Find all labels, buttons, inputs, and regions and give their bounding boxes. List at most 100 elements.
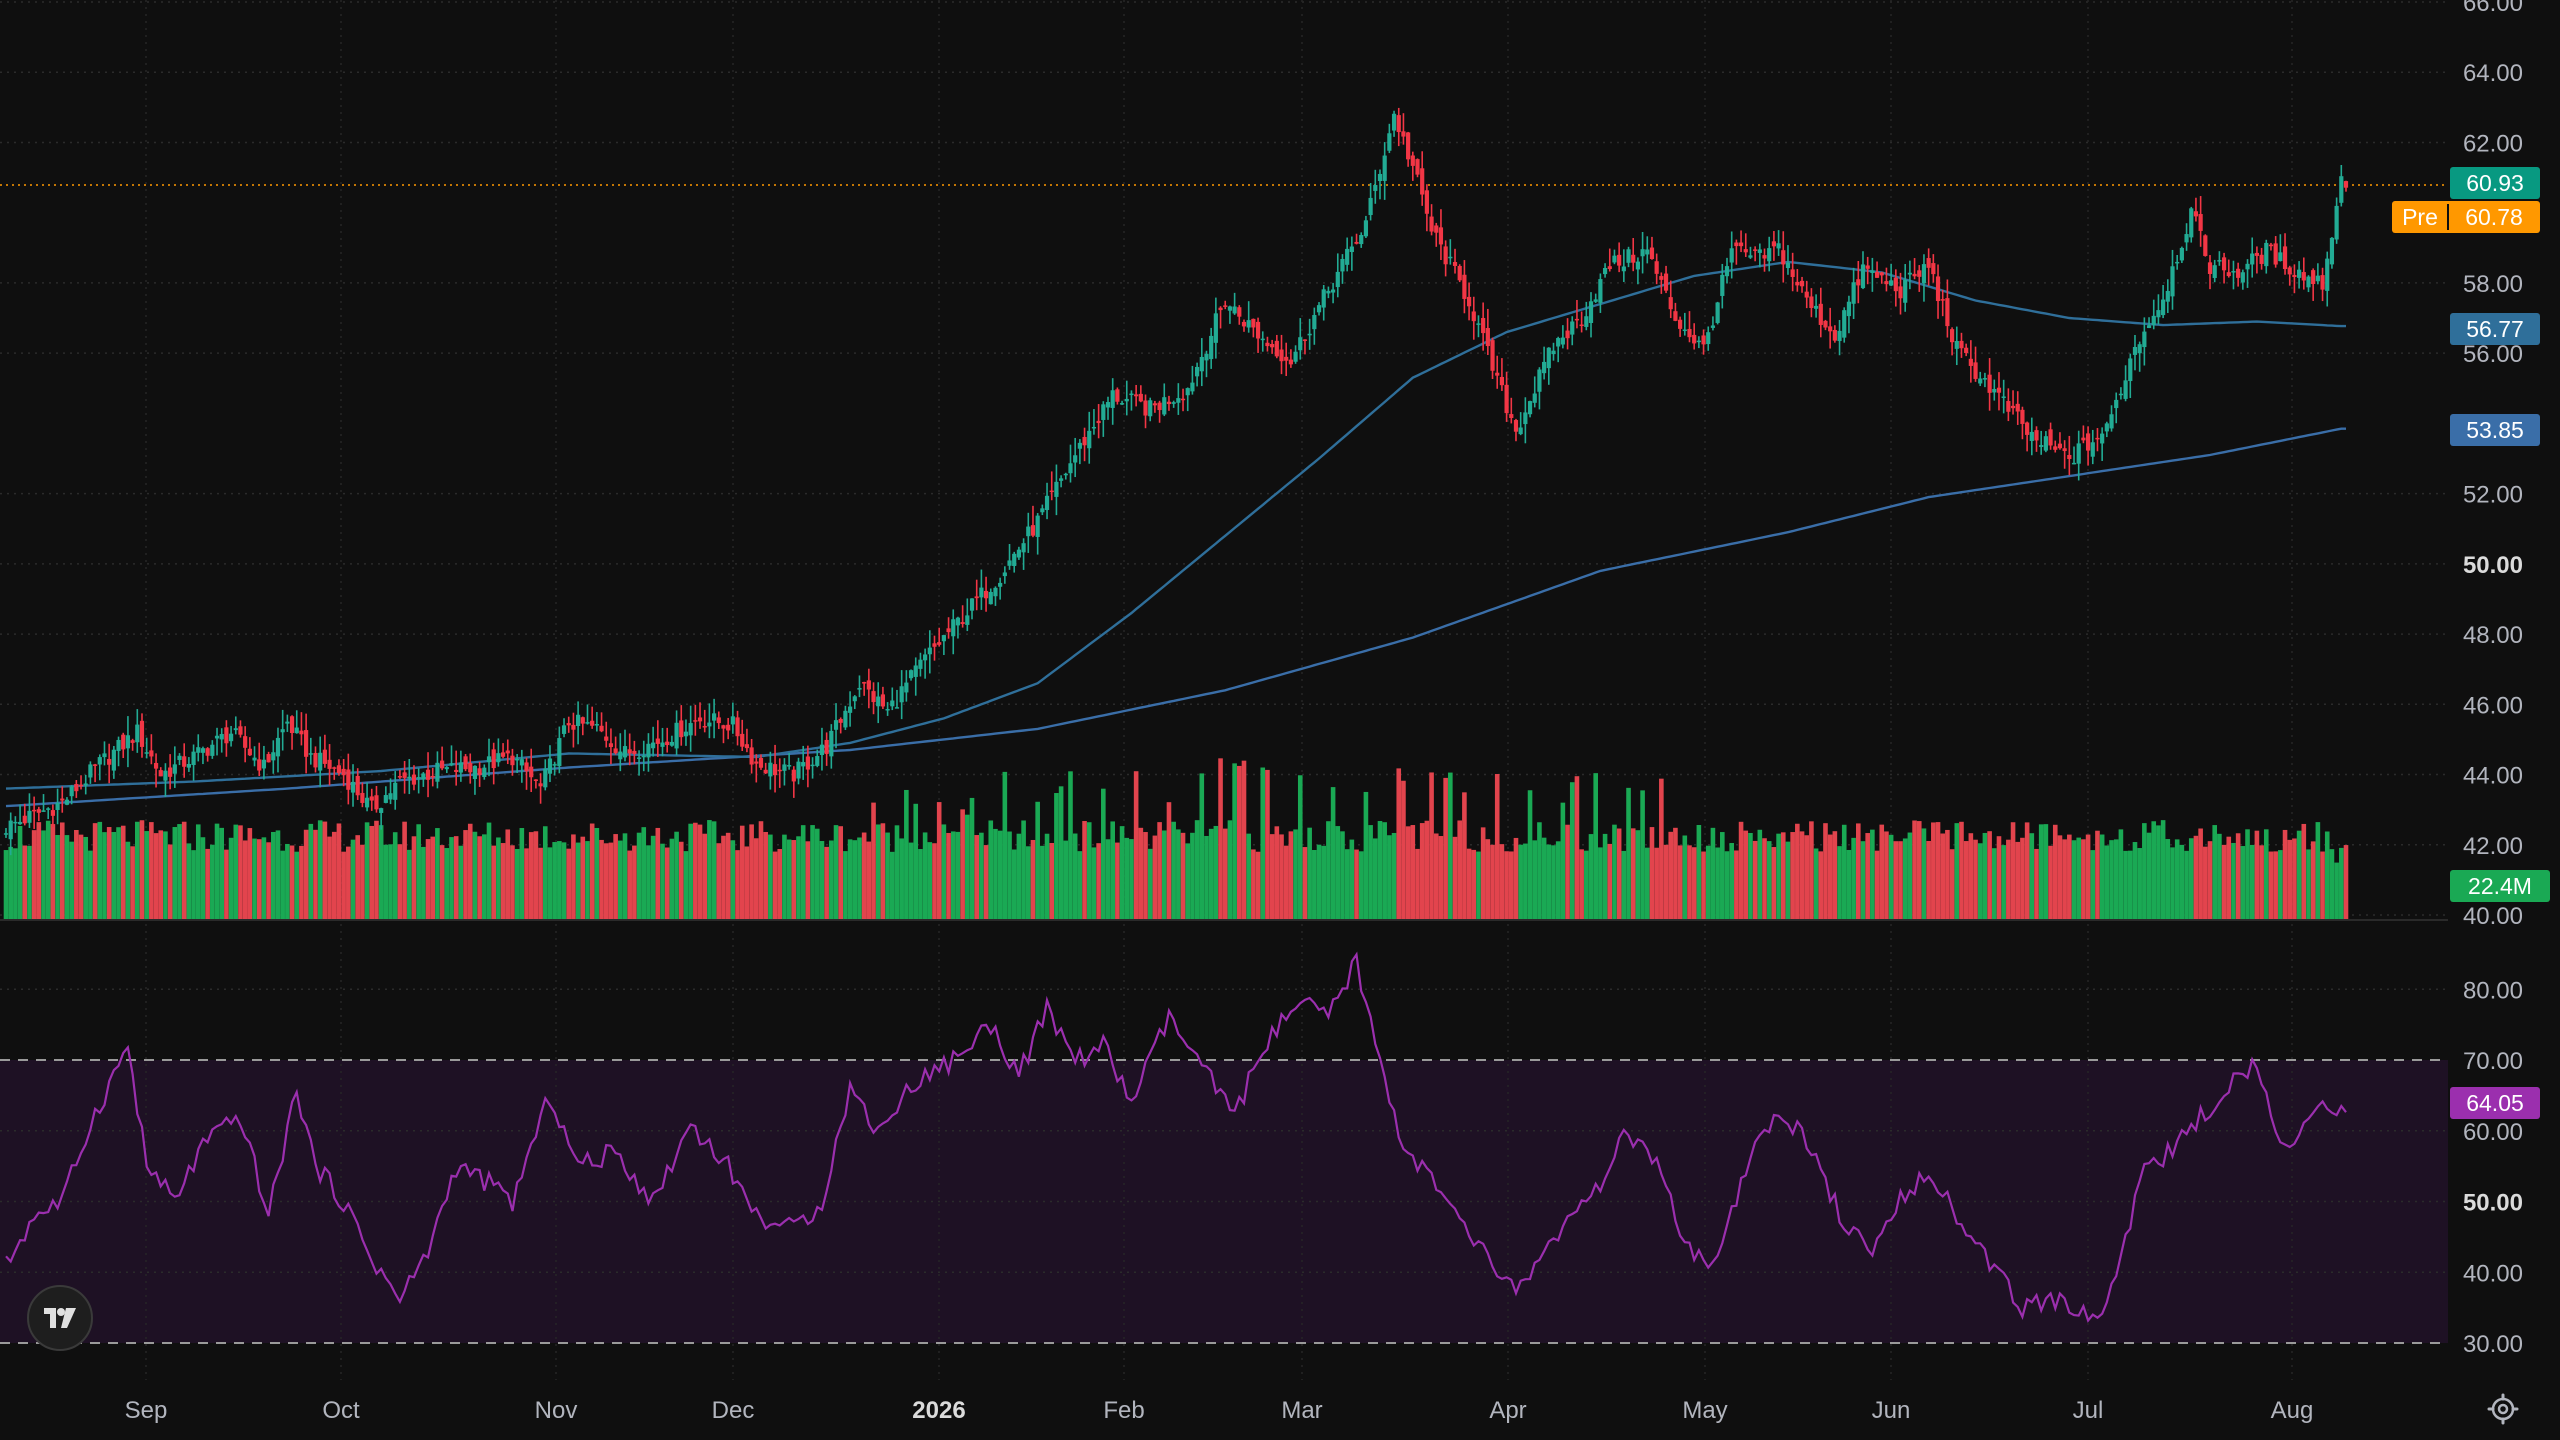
ma-fast-badge-text: 56.77 [2466,316,2524,342]
volume-bar [1438,836,1444,920]
candle-body [1593,299,1598,302]
volume-bar [435,828,440,920]
rsi-badge [2450,1087,2540,1119]
volume-bar [369,825,375,920]
candle-body [1626,249,1631,263]
pre-market-badge [2392,201,2540,233]
volume-bar [1710,827,1716,920]
candle-body [1598,279,1603,303]
candle-body [2268,244,2274,247]
candle-body [2161,299,2166,316]
candle-body [158,770,163,777]
volume-bar [270,831,276,920]
volume-bar [1011,849,1017,920]
candle-body [2343,181,2349,188]
volume-bar [1180,832,1186,920]
volume-bar [1274,826,1280,920]
volume-bar [172,827,178,920]
candle-body [1148,400,1153,417]
volume-bar [674,831,679,920]
volume-bar [1823,823,1828,920]
candle-body [960,622,965,625]
volume-bar [1987,831,1992,920]
candle-body [1279,349,1284,362]
candle-body [1185,388,1190,396]
volume-bar [1452,836,1458,920]
candle-body [899,686,904,703]
candle-body [904,682,909,693]
candle-body [97,757,102,765]
candle-body [2179,247,2184,261]
candle-body [768,762,773,777]
volume-bar [2001,845,2006,920]
volume-bar [500,843,506,920]
candle-body [50,810,55,816]
volume-bar [833,825,839,920]
rsi-tick-label: 70.00 [2463,1048,2523,1075]
rsi-badge-text: 64.05 [2466,1090,2524,1116]
volume-bar [1143,832,1148,920]
volume-bar [561,842,567,920]
candle-body [1077,442,1082,449]
gear-icon[interactable] [2486,1392,2520,1426]
volume-bar [552,842,557,920]
candle-body [444,767,449,770]
candle-body [1574,318,1580,321]
volume-bar [993,828,998,920]
candle-body [576,714,581,726]
volume-bar [238,825,243,920]
candle-body [1363,220,1369,237]
candle-body [1612,255,1617,263]
volume-bar [618,840,623,920]
volume-bar [885,832,890,920]
volume-bar [2132,842,2138,920]
candle-body [1776,243,1781,249]
candle-body [2198,214,2203,231]
volume-bar [2254,830,2260,920]
candle-body [655,738,660,744]
price-axis[interactable]: 66.00 64.00 62.00 58.00 56.00 52.00 50.00 48.00… [2463,0,2523,930]
volume-bar [64,835,70,920]
ma-fast-line [5,260,2346,790]
candle-body [1157,402,1162,411]
candle-body [78,784,84,787]
volume-bar [1035,801,1040,920]
candle-body [1645,249,1650,255]
candle-body [1917,270,1922,277]
candle-body [969,598,975,611]
pre-price: 60.78 [2465,204,2523,230]
price-tick-label: 48.00 [2463,622,2523,649]
volume-bar [632,845,637,920]
candle-body [425,769,431,780]
volume-bar [467,823,473,920]
volume-bar [1030,839,1036,920]
volume-bar [360,844,365,920]
candle-body [1513,420,1519,432]
candle-body [998,582,1003,587]
candle-body [1523,412,1528,425]
candle-body [711,713,717,721]
volume-bar [1916,821,1922,920]
volume-bar [1415,848,1420,920]
tradingview-logo[interactable] [27,1285,93,1351]
time-axis[interactable]: Sep Oct Nov Dec 2026 Feb Mar Apr May Jun Jul Aug [125,1397,2314,1424]
volume-bar [1729,842,1734,920]
volume-bar [524,848,529,920]
candle-body [1452,262,1458,266]
volume-bar [350,839,356,920]
rsi-axis[interactable]: 80.00 70.00 60.00 50.00 40.00 30.00 [2463,977,2523,1358]
candle-body [665,741,670,746]
candle-body [2128,358,2133,382]
price-tick-label: 52.00 [2463,482,2523,509]
volume-bar [1016,833,1022,920]
candle-body [1799,280,1805,287]
volume-bar [186,843,192,920]
candle-body [327,759,332,769]
volume-bar [1330,787,1336,920]
candle-body [1424,190,1429,214]
price-tick-label: 46.00 [2463,692,2523,719]
candle-body [2095,437,2100,440]
volume-bar [1382,822,1387,920]
candle-body [1485,328,1490,347]
